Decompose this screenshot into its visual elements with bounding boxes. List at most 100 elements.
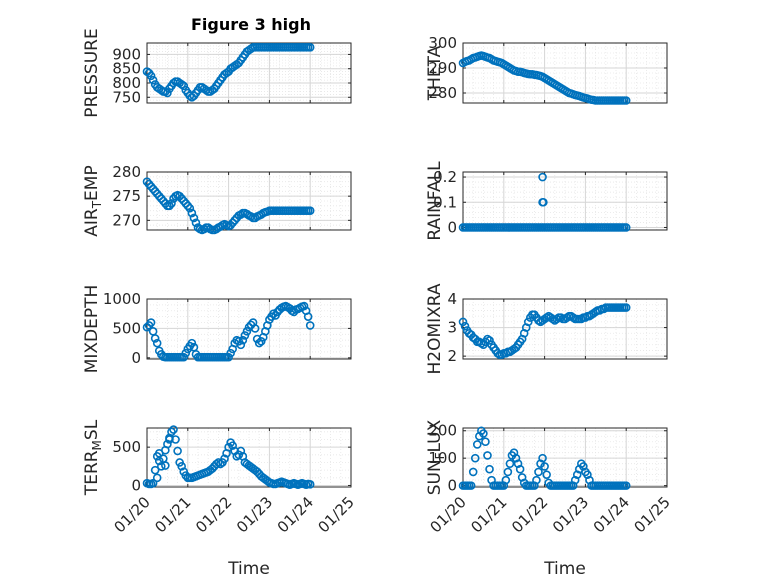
- data-point: [305, 206, 315, 215]
- data-point: [256, 337, 266, 346]
- data-point: [303, 312, 313, 321]
- y-tick-label: 900: [112, 45, 141, 63]
- data-point: [189, 213, 199, 223]
- data-point: [185, 203, 195, 213]
- data-point: [220, 454, 229, 463]
- axes-frame: [462, 427, 668, 488]
- data-point: [181, 348, 191, 358]
- y-axis-label: SUNFLUX: [425, 419, 447, 495]
- data-point: [148, 75, 158, 85]
- data-point: [228, 441, 237, 450]
- data-point: [173, 446, 182, 456]
- data-point: [534, 467, 543, 477]
- data-point: [165, 201, 174, 211]
- data-point: [146, 71, 156, 81]
- data-point: [458, 317, 468, 327]
- data-point: [305, 42, 315, 52]
- data-point: [542, 470, 551, 479]
- data-point: [269, 309, 278, 319]
- y-tick-label: 0: [447, 477, 457, 495]
- data-point: [472, 440, 482, 449]
- data-point: [538, 453, 547, 463]
- data-point: [513, 459, 523, 468]
- data-point: [621, 481, 631, 490]
- data-point: [161, 461, 170, 470]
- y-tick-label: 0.1: [433, 193, 457, 211]
- y-tick-label: 280: [428, 84, 457, 102]
- data-point: [232, 452, 242, 461]
- data-point: [487, 475, 496, 485]
- y-tick-label: 270: [112, 211, 141, 229]
- data-point: [515, 464, 525, 474]
- data-point: [621, 96, 631, 105]
- data-point: [150, 334, 160, 343]
- y-tick-label: 2: [447, 347, 457, 365]
- y-axis-label: H2OMIXRA: [425, 283, 445, 374]
- plot-area: [462, 171, 668, 231]
- y-tick-label: 275: [112, 187, 141, 205]
- y-tick-label: 0: [131, 349, 141, 367]
- data-point: [572, 470, 582, 479]
- data-point: [250, 324, 260, 333]
- data-point: [505, 459, 515, 468]
- y-tick-label: 850: [112, 60, 141, 78]
- data-point: [305, 321, 315, 330]
- data-point: [150, 465, 160, 475]
- data-point: [163, 88, 172, 98]
- data-point: [538, 172, 547, 182]
- data-point: [568, 481, 578, 490]
- y-axis-label: PRESSURE: [82, 28, 102, 117]
- data-point: [254, 338, 264, 348]
- data-point: [470, 453, 480, 463]
- axes-frame: [146, 171, 352, 231]
- data-point: [238, 335, 248, 345]
- y-axis-label: RAINFALL: [425, 161, 445, 241]
- data-point: [224, 352, 233, 362]
- data-point: [154, 448, 164, 458]
- data-point: [183, 201, 193, 211]
- y-tick-label: 500: [112, 319, 141, 337]
- data-point: [583, 470, 592, 479]
- data-point: [479, 429, 488, 438]
- data-point: [466, 481, 476, 490]
- data-point: [148, 478, 158, 488]
- y-tick-label: 300: [428, 34, 457, 52]
- y-tick-label: 100: [428, 449, 457, 467]
- axes-frame: [146, 427, 352, 488]
- figure-title: Figure 3 high: [191, 15, 311, 34]
- data-point: [152, 473, 162, 483]
- data-point: [509, 448, 519, 457]
- subplot-air-temp: 270 275 280 AIRTEMP: [82, 163, 352, 237]
- data-point: [481, 437, 490, 447]
- data-point: [579, 462, 588, 471]
- data-point: [305, 480, 315, 489]
- data-point: [187, 208, 197, 218]
- y-tick-label: 1000: [103, 290, 141, 308]
- data-point: [485, 336, 494, 345]
- data-point: [214, 458, 223, 467]
- y-tick-label: 0: [447, 218, 457, 236]
- data-point: [539, 197, 548, 207]
- data-point: [299, 301, 309, 311]
- y-tick-label: 0.2: [433, 168, 457, 186]
- data-point: [187, 338, 197, 348]
- x-axis-label: Time: [543, 559, 586, 579]
- data-point: [152, 338, 162, 348]
- data-point: [499, 481, 509, 490]
- data-point: [177, 462, 186, 471]
- data-point: [165, 433, 174, 443]
- axes-frame: [462, 42, 668, 104]
- y-tick-label: 500: [112, 438, 141, 456]
- data-point: [242, 327, 252, 336]
- data-point: [523, 317, 533, 327]
- data-point: [240, 331, 250, 340]
- data-point: [236, 340, 246, 350]
- data-point: [179, 352, 189, 362]
- data-point: [621, 223, 631, 232]
- y-tick-label: 290: [428, 59, 457, 77]
- data-point: [169, 425, 178, 434]
